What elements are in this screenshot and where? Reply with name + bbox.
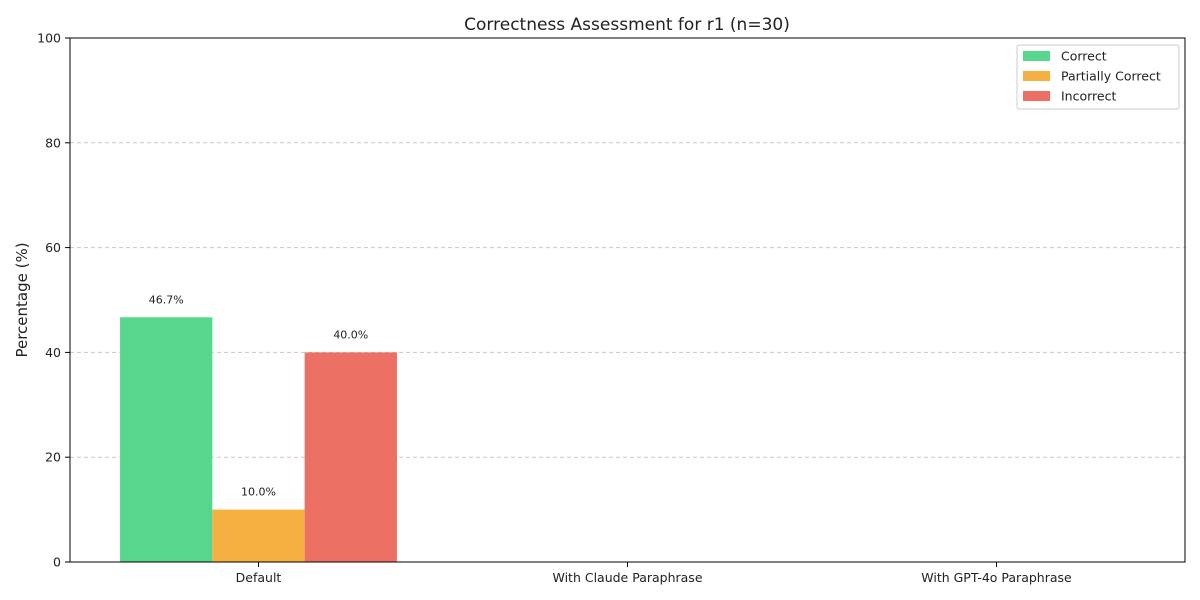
data-labels: 46.7% 10.0% 40.0%: [149, 293, 369, 498]
legend-swatch: [1023, 51, 1050, 61]
y-tick-label: 100: [37, 31, 61, 46]
gridlines: [70, 142, 1185, 458]
legend-box: [1016, 44, 1180, 110]
legend-entry-label: Correct: [1061, 49, 1107, 64]
bar-correct: [120, 317, 213, 562]
bar-value-label: 40.0%: [333, 328, 368, 341]
x-tick-label: With GPT-4o Paraphrase: [921, 570, 1072, 585]
x-tick-label: With Claude Paraphrase: [552, 570, 702, 585]
plot-frame: [69, 37, 1186, 563]
y-tick-label: 20: [45, 450, 61, 465]
y-tick-label: 80: [45, 135, 61, 150]
legend-swatch: [1023, 71, 1050, 81]
y-axis: 0 20 40 60 80 100: [37, 31, 70, 570]
bar-value-label: 10.0%: [241, 486, 276, 499]
bar-value-label: 46.7%: [149, 293, 184, 306]
legend-entry-label: Incorrect: [1061, 89, 1116, 104]
y-axis-label: Percentage (%): [13, 242, 31, 357]
bar-incorrect: [304, 352, 397, 562]
bars: [120, 317, 397, 562]
x-axis: Default With Claude Paraphrase With GPT-4o…: [236, 562, 1072, 585]
legend-entry-label: Partially Correct: [1061, 69, 1161, 84]
bar-partially-correct: [212, 509, 305, 562]
chart-title: Correctness Assessment for r1 (n=30): [464, 15, 790, 35]
y-tick-label: 60: [45, 240, 61, 255]
y-tick-label: 0: [53, 555, 61, 570]
legend: Correct Partially Correct Incorrect: [1016, 44, 1180, 110]
legend-swatch: [1023, 91, 1050, 101]
y-tick-label: 40: [45, 345, 61, 360]
x-tick-label: Default: [236, 570, 282, 585]
